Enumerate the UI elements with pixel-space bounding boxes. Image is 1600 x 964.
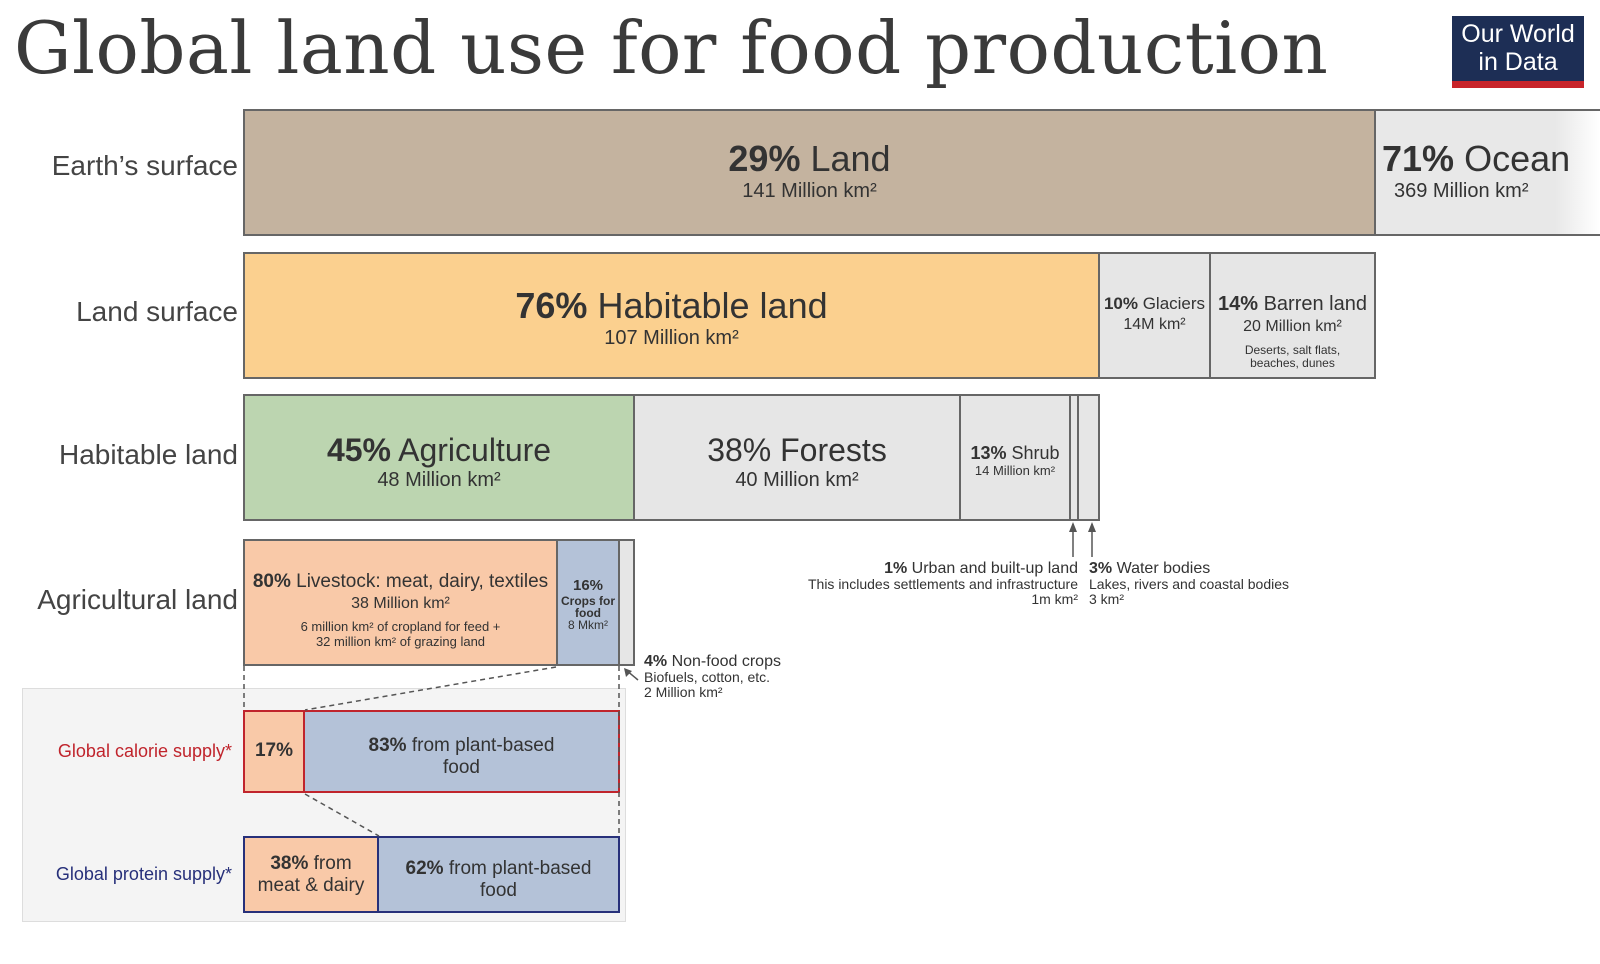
glaciers-area: 14M km² <box>1123 316 1186 333</box>
ocean-area: 369 Million km² <box>1394 180 1529 202</box>
agriculture-block: 45% Agriculture 48 Million km² <box>243 394 635 521</box>
urban-note: This includes settlements and infrastruc… <box>807 576 1078 592</box>
shrub-name: Shrub <box>1011 443 1060 463</box>
calorie-plant-text-2: food <box>443 757 480 778</box>
water-area: 3 km² <box>1089 591 1124 607</box>
nonfood-area: 2 Million km² <box>644 684 723 700</box>
logo-line-2: in Data <box>1478 48 1558 76</box>
glaciers-name: Glaciers <box>1142 294 1206 313</box>
protein-animal-block: 38% from meat & dairy <box>243 836 379 913</box>
habitable-name: Habitable land <box>597 285 828 326</box>
water-annotation: 3% Water bodies Lakes, rivers and coasta… <box>1089 561 1289 607</box>
calorie-plant-percent: 83% <box>368 735 407 756</box>
habitable-area: 107 Million km² <box>604 327 739 349</box>
water-percent: 3% <box>1089 560 1113 577</box>
row-label-agricultural-land: Agricultural land <box>37 584 238 615</box>
shrub-area: 14 Million km² <box>974 463 1056 478</box>
crops-area: 8 Mkm² <box>568 618 608 632</box>
protein-plant-block: 62% from plant-based food <box>377 836 620 913</box>
livestock-block: 80% Livestock: meat, dairy, textiles 38 … <box>243 539 558 666</box>
land-percent: 29% <box>728 138 801 179</box>
barren-name: Barren land <box>1263 293 1367 315</box>
non-food-annotation: 4% Non-food crops Biofuels, cotton, etc.… <box>644 654 781 700</box>
protein-animal-text-2: meat & dairy <box>257 875 365 896</box>
shrub-percent: 13% <box>970 443 1007 463</box>
livestock-note-1: 6 million km² of cropland for feed + <box>300 619 501 634</box>
protein-plant-percent: 62% <box>405 858 444 879</box>
protein-label: Global protein supply* <box>55 864 232 884</box>
nonfood-name: Non-food crops <box>671 653 781 670</box>
row-label-habitable-land: Habitable land <box>58 439 238 470</box>
ocean-percent: 71% <box>1382 138 1455 179</box>
livestock-note-2: 32 million km² of grazing land <box>315 634 486 649</box>
crops-name-2: food <box>575 606 601 620</box>
livestock-name: Livestock: meat, dairy, textiles <box>296 571 549 592</box>
nonfood-arrow-head <box>624 668 632 677</box>
agriculture-percent: 45% <box>326 432 391 468</box>
agriculture-area: 48 Million km² <box>377 469 501 491</box>
ocean-block: 71% Ocean 369 Million km² <box>1374 109 1600 236</box>
livestock-percent: 80% <box>252 571 291 592</box>
non-food-crops-block <box>618 539 635 666</box>
calorie-label: Global calorie supply* <box>57 741 232 761</box>
crops-percent: 16% <box>572 577 604 594</box>
barren-percent: 14% <box>1218 293 1259 315</box>
owid-logo[interactable]: Our World in Data <box>1452 16 1584 88</box>
protein-plant-text-1: from plant-based <box>448 858 592 879</box>
forests-block: 38% Forests 40 Million km² <box>633 394 961 521</box>
water-note: Lakes, rivers and coastal bodies <box>1089 576 1289 592</box>
crops-name-1: Crops for <box>561 594 615 608</box>
calorie-plant-text-1: from plant-based <box>411 735 555 756</box>
land-name: Land <box>810 138 891 179</box>
calorie-plant-block: 83% from plant-based food <box>303 710 620 793</box>
nonfood-note: Biofuels, cotton, etc. <box>644 669 771 685</box>
ocean-name: Ocean <box>1464 138 1571 179</box>
urban-arrow-head <box>1069 522 1077 532</box>
barren-land-block: 14% Barren land 20 Million km² Deserts, … <box>1209 252 1376 379</box>
glaciers-percent: 10% <box>1103 294 1138 313</box>
urban-area: 1m km² <box>1031 591 1078 607</box>
forests-percent: 38% <box>707 432 772 468</box>
logo-red-bar <box>1452 81 1584 88</box>
urban-percent: 1% <box>884 560 908 577</box>
land-block: 29% Land 141 Million km² <box>243 109 1376 236</box>
agriculture-name: Agriculture <box>398 432 552 468</box>
crops-for-food-block: 16% Crops for food 8 Mkm² <box>556 539 620 666</box>
forests-name: Forests <box>780 432 887 468</box>
water-arrow-head <box>1088 522 1096 532</box>
barren-area: 20 Million km² <box>1243 318 1342 335</box>
urban-annotation: 1% Urban and built-up land This includes… <box>808 561 1078 607</box>
shrub-block: 13% Shrub 14 Million km² <box>959 394 1071 521</box>
livestock-area: 38 Million km² <box>351 595 450 612</box>
nonfood-percent: 4% <box>644 653 668 670</box>
glaciers-block: 10% Glaciers 14M km² <box>1098 252 1211 379</box>
page-title: Global land use for food production <box>14 6 1329 90</box>
urban-name: Urban and built-up land <box>911 560 1078 577</box>
calorie-to-protein-connector <box>304 793 380 837</box>
row-label-earth-surface: Earth’s surface <box>51 150 238 181</box>
protein-plant-text-2: food <box>480 880 517 901</box>
habitable-land-block: 76% Habitable land 107 Million km² <box>243 252 1100 379</box>
row-label-land-surface: Land surface <box>76 296 238 327</box>
forests-area: 40 Million km² <box>735 469 859 491</box>
barren-note: Deserts, salt flats, beaches, dunes <box>1244 343 1341 370</box>
protein-animal-text-1: from <box>313 853 352 874</box>
water-block <box>1077 394 1100 521</box>
calorie-animal-percent: 17% <box>254 740 294 761</box>
crops-to-calorie-connector <box>304 666 557 711</box>
water-name: Water bodies <box>1116 560 1211 577</box>
habitable-percent: 76% <box>515 285 588 326</box>
calorie-animal-block: 17% <box>243 710 305 793</box>
land-area: 141 Million km² <box>742 180 877 202</box>
protein-animal-percent: 38% <box>270 853 309 874</box>
logo-line-1: Our World <box>1461 20 1575 48</box>
